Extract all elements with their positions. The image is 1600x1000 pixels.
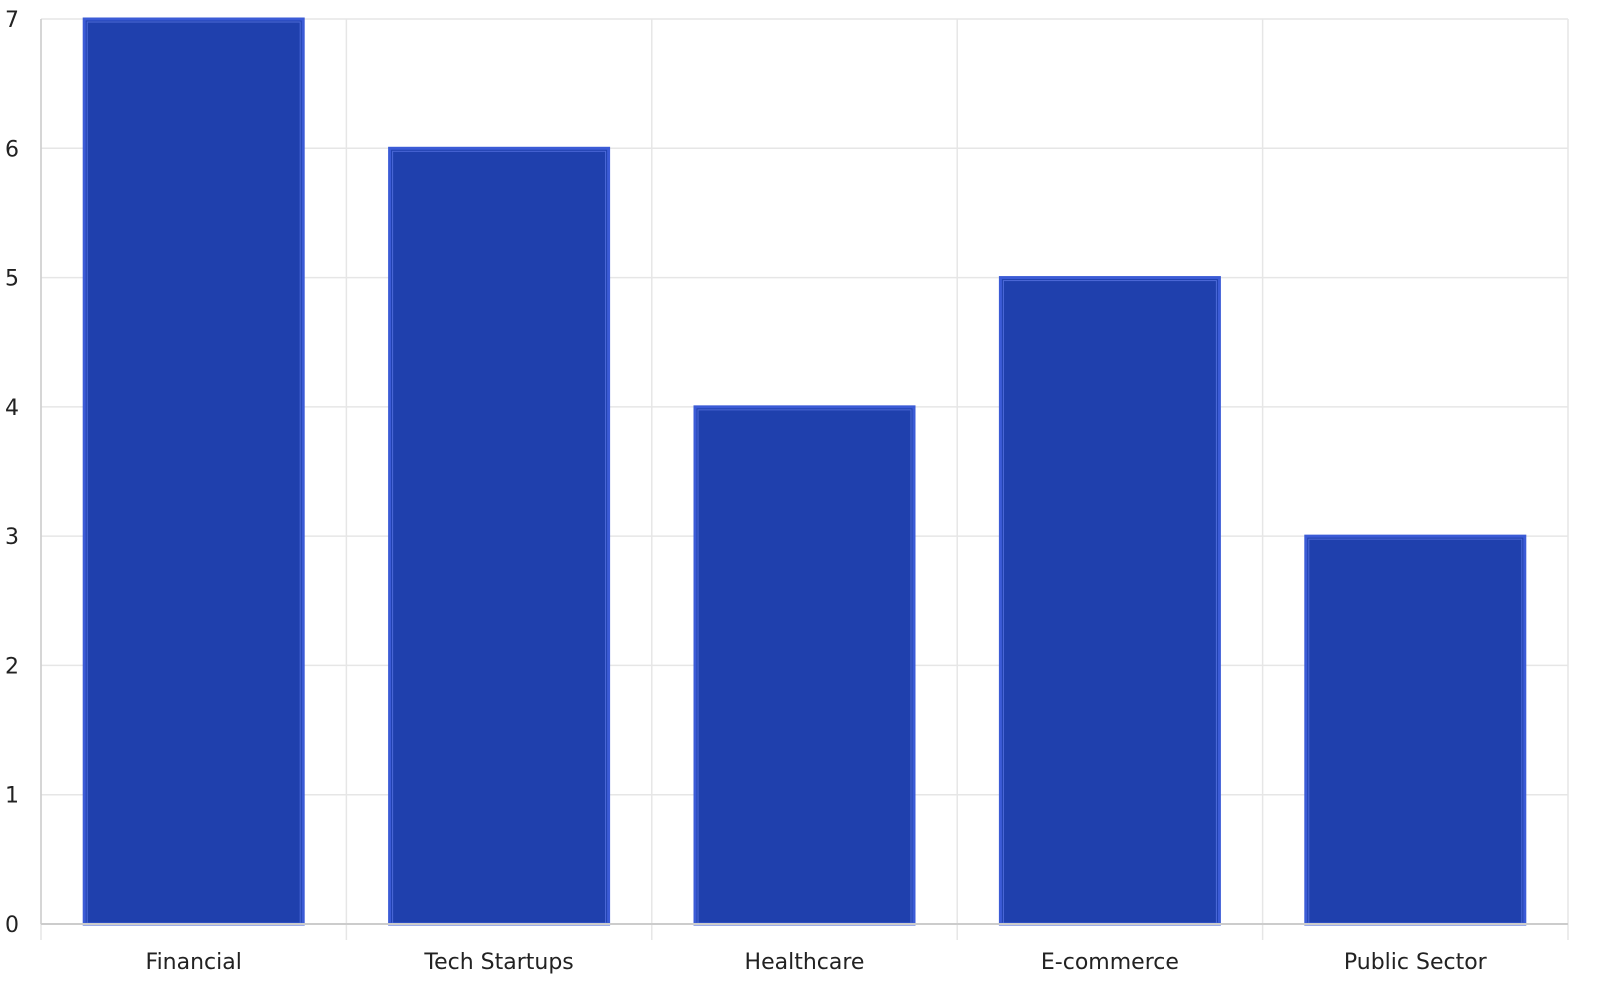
y-tick-label: 3 <box>5 525 19 550</box>
y-tick-label: 4 <box>5 396 19 421</box>
bar-tech-startups <box>388 146 611 926</box>
y-tick-label: 2 <box>5 654 19 679</box>
y-tick-label: 7 <box>5 8 19 33</box>
y-tick-label: 0 <box>5 913 19 938</box>
y-tick-label: 1 <box>5 784 19 809</box>
x-tick-label: Financial <box>146 950 242 975</box>
bar-e-commerce <box>998 276 1221 926</box>
x-tick-label: Public Sector <box>1344 950 1488 975</box>
x-tick-label: Tech Startups <box>423 950 573 975</box>
bar-financial <box>82 17 305 926</box>
y-tick-labels: 0 1 2 3 4 5 6 7 <box>5 8 19 938</box>
axes <box>40 19 1568 925</box>
bars <box>82 17 1527 926</box>
bar-public-sector <box>1304 534 1527 926</box>
y-tick-label: 5 <box>5 267 19 292</box>
x-tick-label: Healthcare <box>745 950 865 975</box>
bar-healthcare <box>693 405 916 926</box>
x-tick-labels: Financial Tech Startups Healthcare E-commer… <box>146 950 1488 975</box>
y-tick-label: 6 <box>5 137 19 162</box>
x-tick-label: E-commerce <box>1041 950 1179 975</box>
